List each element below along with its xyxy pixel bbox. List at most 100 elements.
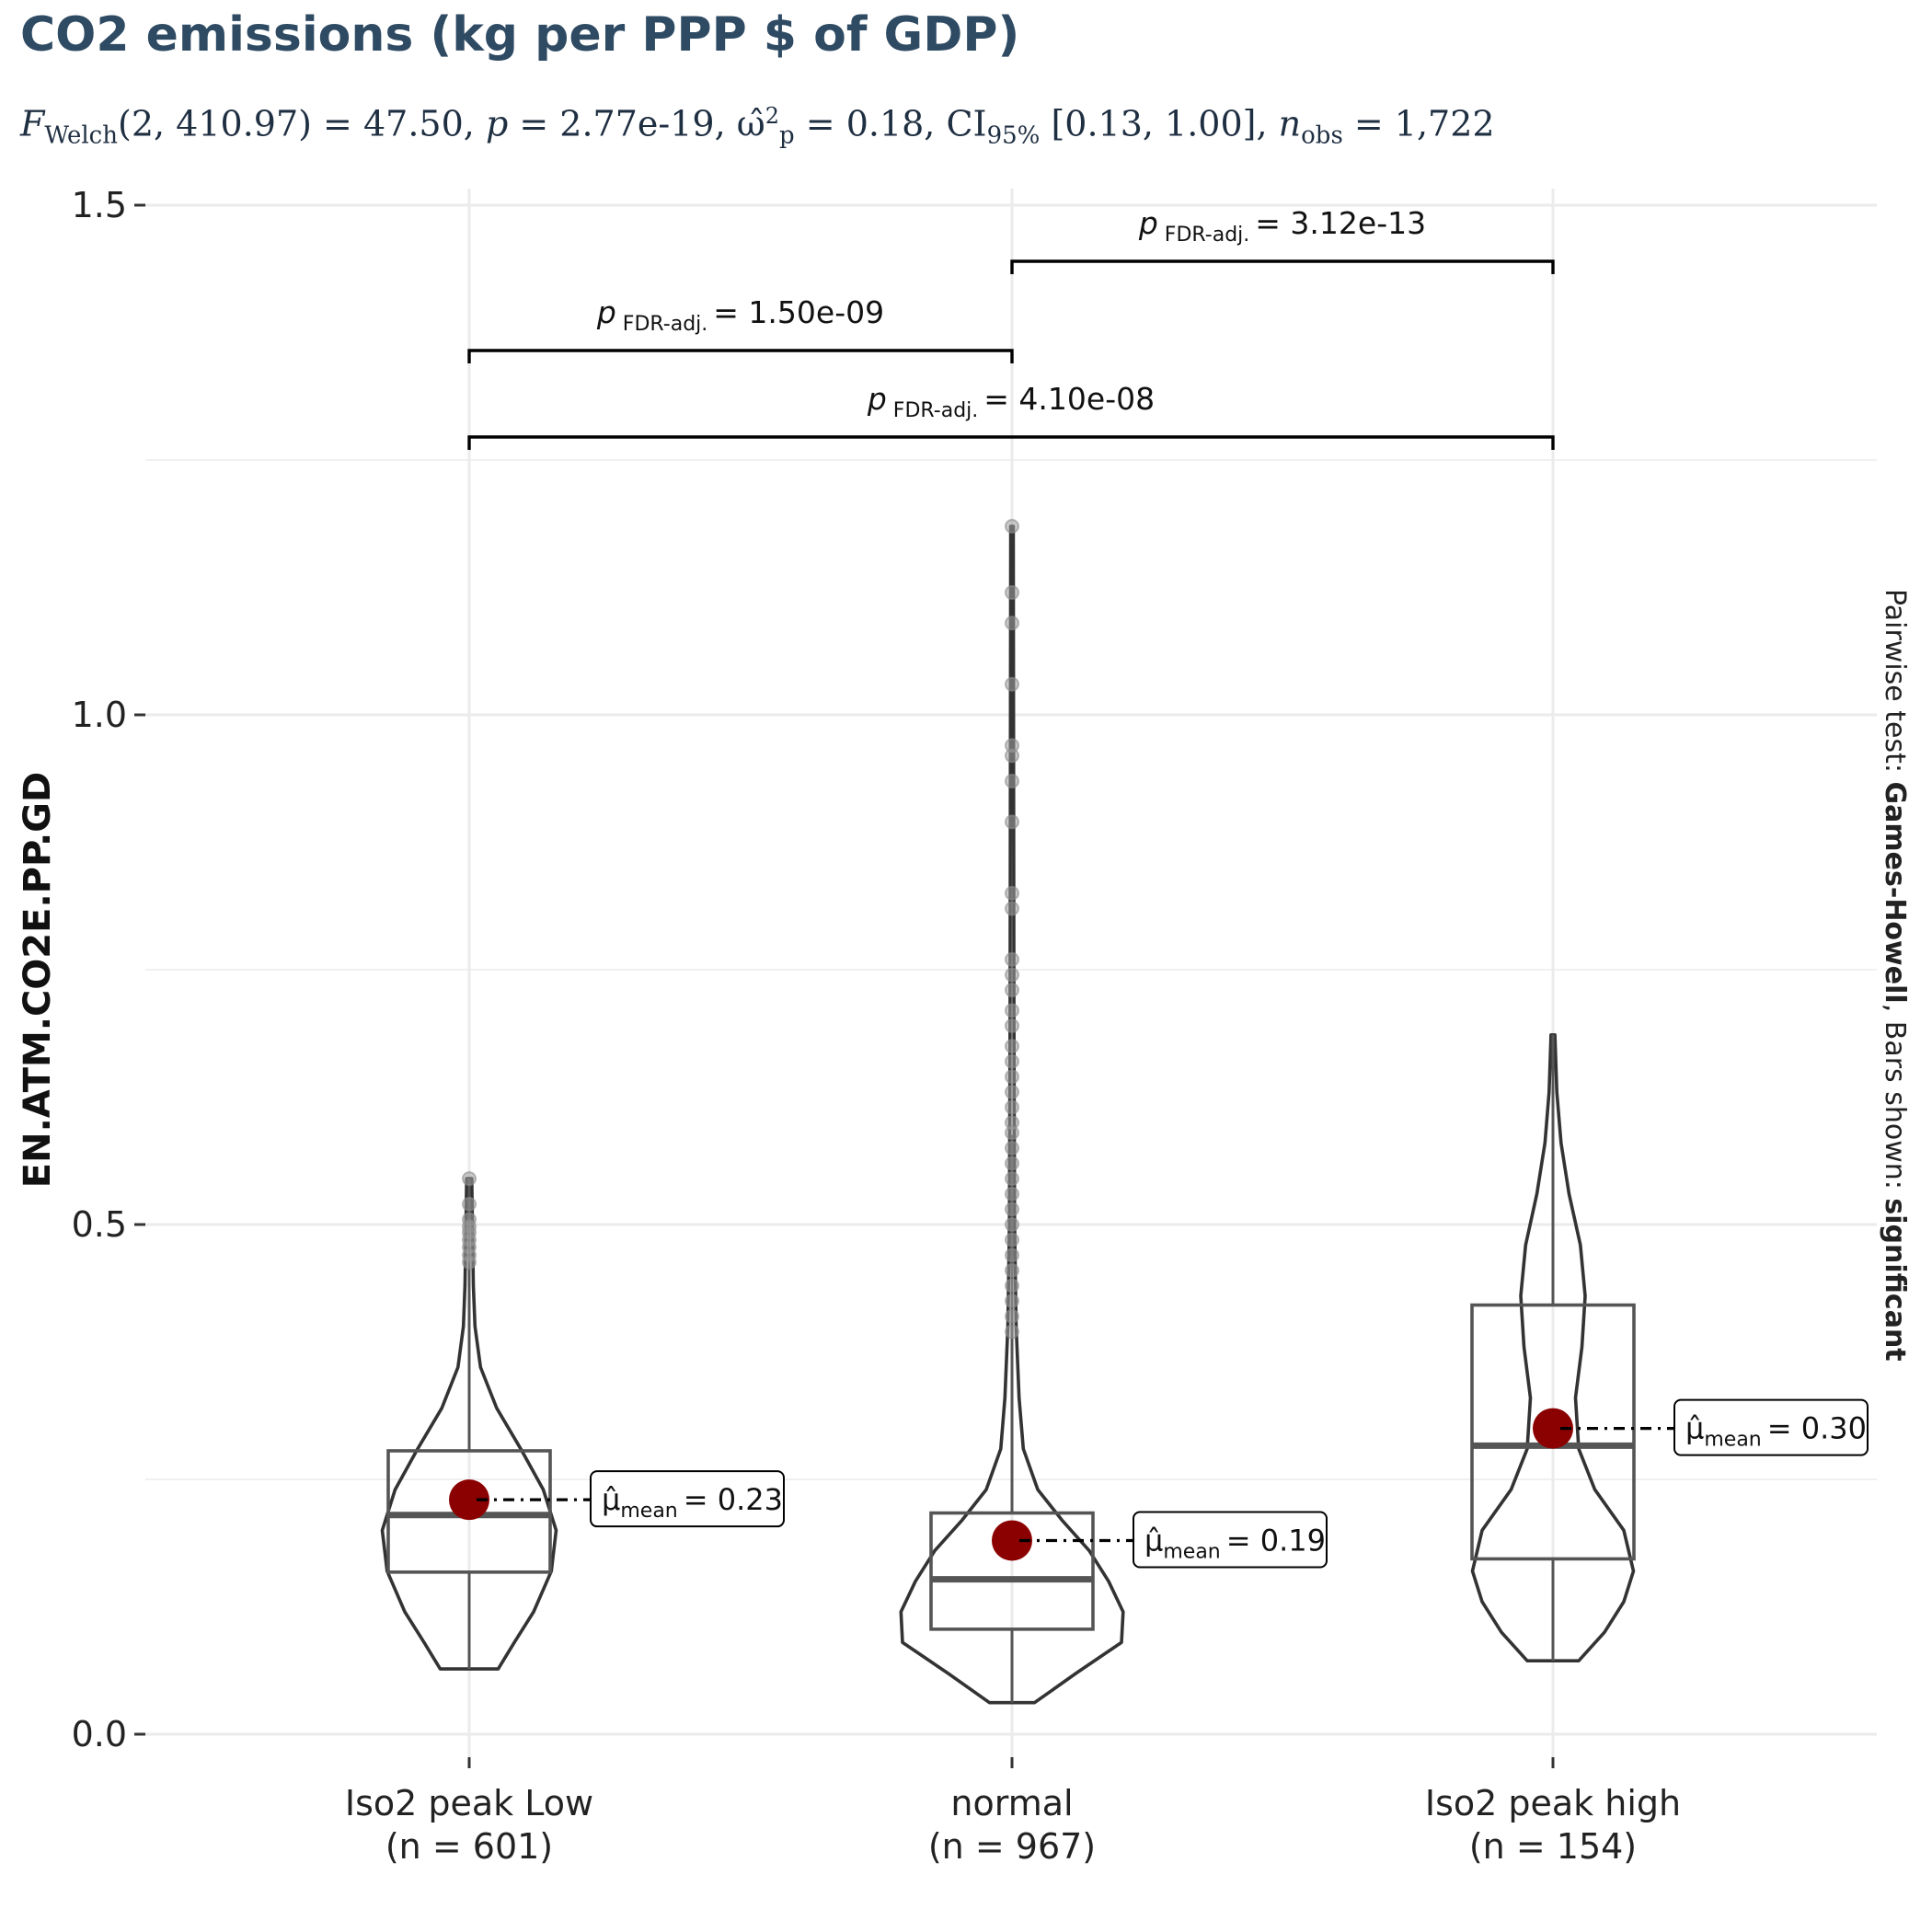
outlier-point xyxy=(1005,1140,1019,1156)
box xyxy=(386,1449,552,1574)
box xyxy=(929,1511,1095,1631)
mean-point xyxy=(1533,1408,1573,1449)
pairwise-label: p FDR-adj. = 1.50e-09 xyxy=(596,294,884,336)
mean-label: μ̂mean = 0.19 xyxy=(1144,1523,1326,1563)
outlier-point xyxy=(1005,1084,1019,1099)
pairwise-sub: FDR-adj. xyxy=(616,313,707,336)
effect-sub: p xyxy=(779,121,795,150)
outlier-point xyxy=(462,1196,477,1212)
pairwise-p: p xyxy=(596,294,616,330)
caption-test: Games-Howell xyxy=(1879,782,1911,1004)
mean-symbol: μ̂ xyxy=(602,1482,620,1517)
violin xyxy=(1470,1033,1636,1662)
pairwise-value: = 3.12e-13 xyxy=(1255,205,1426,241)
outlier-point xyxy=(1005,1232,1019,1248)
x-category-n: (n = 601) xyxy=(385,1826,553,1867)
chart-title: CO2 emissions (kg per PPP $ of GDP) xyxy=(20,7,1020,63)
outlier-point xyxy=(1005,1171,1019,1187)
x-category-label: Iso2 peak Low xyxy=(345,1783,593,1823)
outlier-point xyxy=(1005,1069,1019,1085)
x-category-label: normal xyxy=(950,1783,1073,1823)
outlier-point xyxy=(1005,1018,1019,1033)
side-caption: Pairwise test: Games-Howell, Bars shown:… xyxy=(1879,589,1911,1362)
pairwise-value: = 4.10e-08 xyxy=(983,381,1155,417)
pairwise-bracket xyxy=(467,349,1014,363)
y-tick-label: 1.5 xyxy=(72,185,127,225)
outlier-point xyxy=(1005,519,1019,535)
stat-df: (2, 410.97) xyxy=(118,103,312,144)
p-value: = 2.77e-19, xyxy=(519,103,726,144)
outlier-point xyxy=(1005,951,1019,967)
outlier-point xyxy=(1005,585,1019,601)
stat-value: = 47.50, xyxy=(323,103,475,144)
outlier-point xyxy=(1005,615,1019,631)
outlier-point xyxy=(1005,983,1019,998)
mean-sub: mean xyxy=(1704,1429,1761,1452)
y-tick-label: 0.0 xyxy=(72,1714,127,1754)
mean-value: = 0.19 xyxy=(1226,1523,1326,1558)
effect-symbol: ω̂ xyxy=(736,103,765,144)
pairwise-p: p xyxy=(1138,205,1158,241)
mean-label: μ̂mean = 0.30 xyxy=(1685,1411,1867,1452)
mean-value: = 0.23 xyxy=(684,1482,783,1517)
axes-layer: 0.0 0.5 1.0 1.5 Iso2 peak Low(n = 601) normal… xyxy=(72,185,1682,1867)
outlier-point xyxy=(1005,1248,1019,1263)
mean-label-box xyxy=(590,1470,785,1528)
mean-sub: mean xyxy=(620,1500,677,1523)
mean-point xyxy=(992,1520,1032,1561)
outlier-point xyxy=(1005,1003,1019,1018)
mean-label: μ̂mean = 0.23 xyxy=(602,1482,783,1523)
mean-point xyxy=(449,1479,489,1521)
outlier-point xyxy=(1005,901,1019,916)
outlier-point xyxy=(1005,885,1019,901)
stat-name: F xyxy=(20,103,45,144)
outlier-point xyxy=(1005,967,1019,983)
y-tick-label: 1.0 xyxy=(72,695,127,735)
effect-sup: 2 xyxy=(765,103,780,129)
mean-symbol: μ̂ xyxy=(1144,1523,1163,1558)
outlier-point xyxy=(1005,1053,1019,1069)
x-category-label: Iso2 peak high xyxy=(1425,1783,1681,1823)
caption-shown: significant xyxy=(1879,1198,1911,1361)
mean-symbol: μ̂ xyxy=(1685,1411,1704,1446)
n-sub: obs xyxy=(1301,121,1343,150)
x-category-n: (n = 154) xyxy=(1469,1826,1637,1867)
outlier-point xyxy=(462,1171,477,1187)
chart-subtitle: FWelch(2, 410.97) = 47.50, p = 2.77e-19,… xyxy=(20,103,1495,150)
y-axis-label: EN.ATM.CO2E.PP.GD xyxy=(17,772,59,1188)
pairwise-bracket xyxy=(1010,259,1555,274)
p-label: p xyxy=(485,103,509,144)
mean-label-box xyxy=(1133,1511,1328,1569)
mean-value: = 0.30 xyxy=(1767,1411,1867,1446)
outlier-point xyxy=(1005,1324,1019,1340)
outlier-point xyxy=(1005,1308,1019,1324)
stat-sub: Welch xyxy=(44,121,118,150)
n-value: = 1,722 xyxy=(1353,103,1495,144)
x-category-n: (n = 967) xyxy=(928,1826,1096,1867)
pairwise-layer: p FDR-adj. = 1.50e-09 p FDR-adj. = 3.12e-13… xyxy=(467,205,1555,450)
y-tick-label: 0.5 xyxy=(72,1204,127,1245)
effect-value: = 0.18, CI xyxy=(805,103,987,144)
outlier-point xyxy=(1005,748,1019,764)
outlier-point xyxy=(1005,1186,1019,1202)
outlier-point xyxy=(1005,774,1019,789)
pairwise-label: p FDR-adj. = 3.12e-13 xyxy=(1138,205,1426,247)
outlier-point xyxy=(462,1254,477,1270)
mean-sub: mean xyxy=(1163,1540,1220,1563)
box xyxy=(1470,1303,1636,1561)
n-label: n xyxy=(1278,103,1302,144)
outlier-point xyxy=(1005,1262,1019,1278)
ci-value: [0.13, 1.00], xyxy=(1051,103,1268,144)
pairwise-value: = 1.50e-09 xyxy=(713,294,884,330)
mean-label-box xyxy=(1673,1398,1869,1456)
pairwise-sub: FDR-adj. xyxy=(1158,224,1249,247)
pairwise-label: p FDR-adj. = 4.10e-08 xyxy=(867,381,1155,422)
outlier-point xyxy=(1005,814,1019,830)
caption-middle: , Bars shown: xyxy=(1879,1004,1911,1199)
outlier-point xyxy=(1005,676,1019,692)
outlier-point xyxy=(1005,1039,1019,1054)
outlier-point xyxy=(1005,1202,1019,1217)
pairwise-bracket xyxy=(467,435,1555,450)
pairwise-p: p xyxy=(867,381,887,417)
